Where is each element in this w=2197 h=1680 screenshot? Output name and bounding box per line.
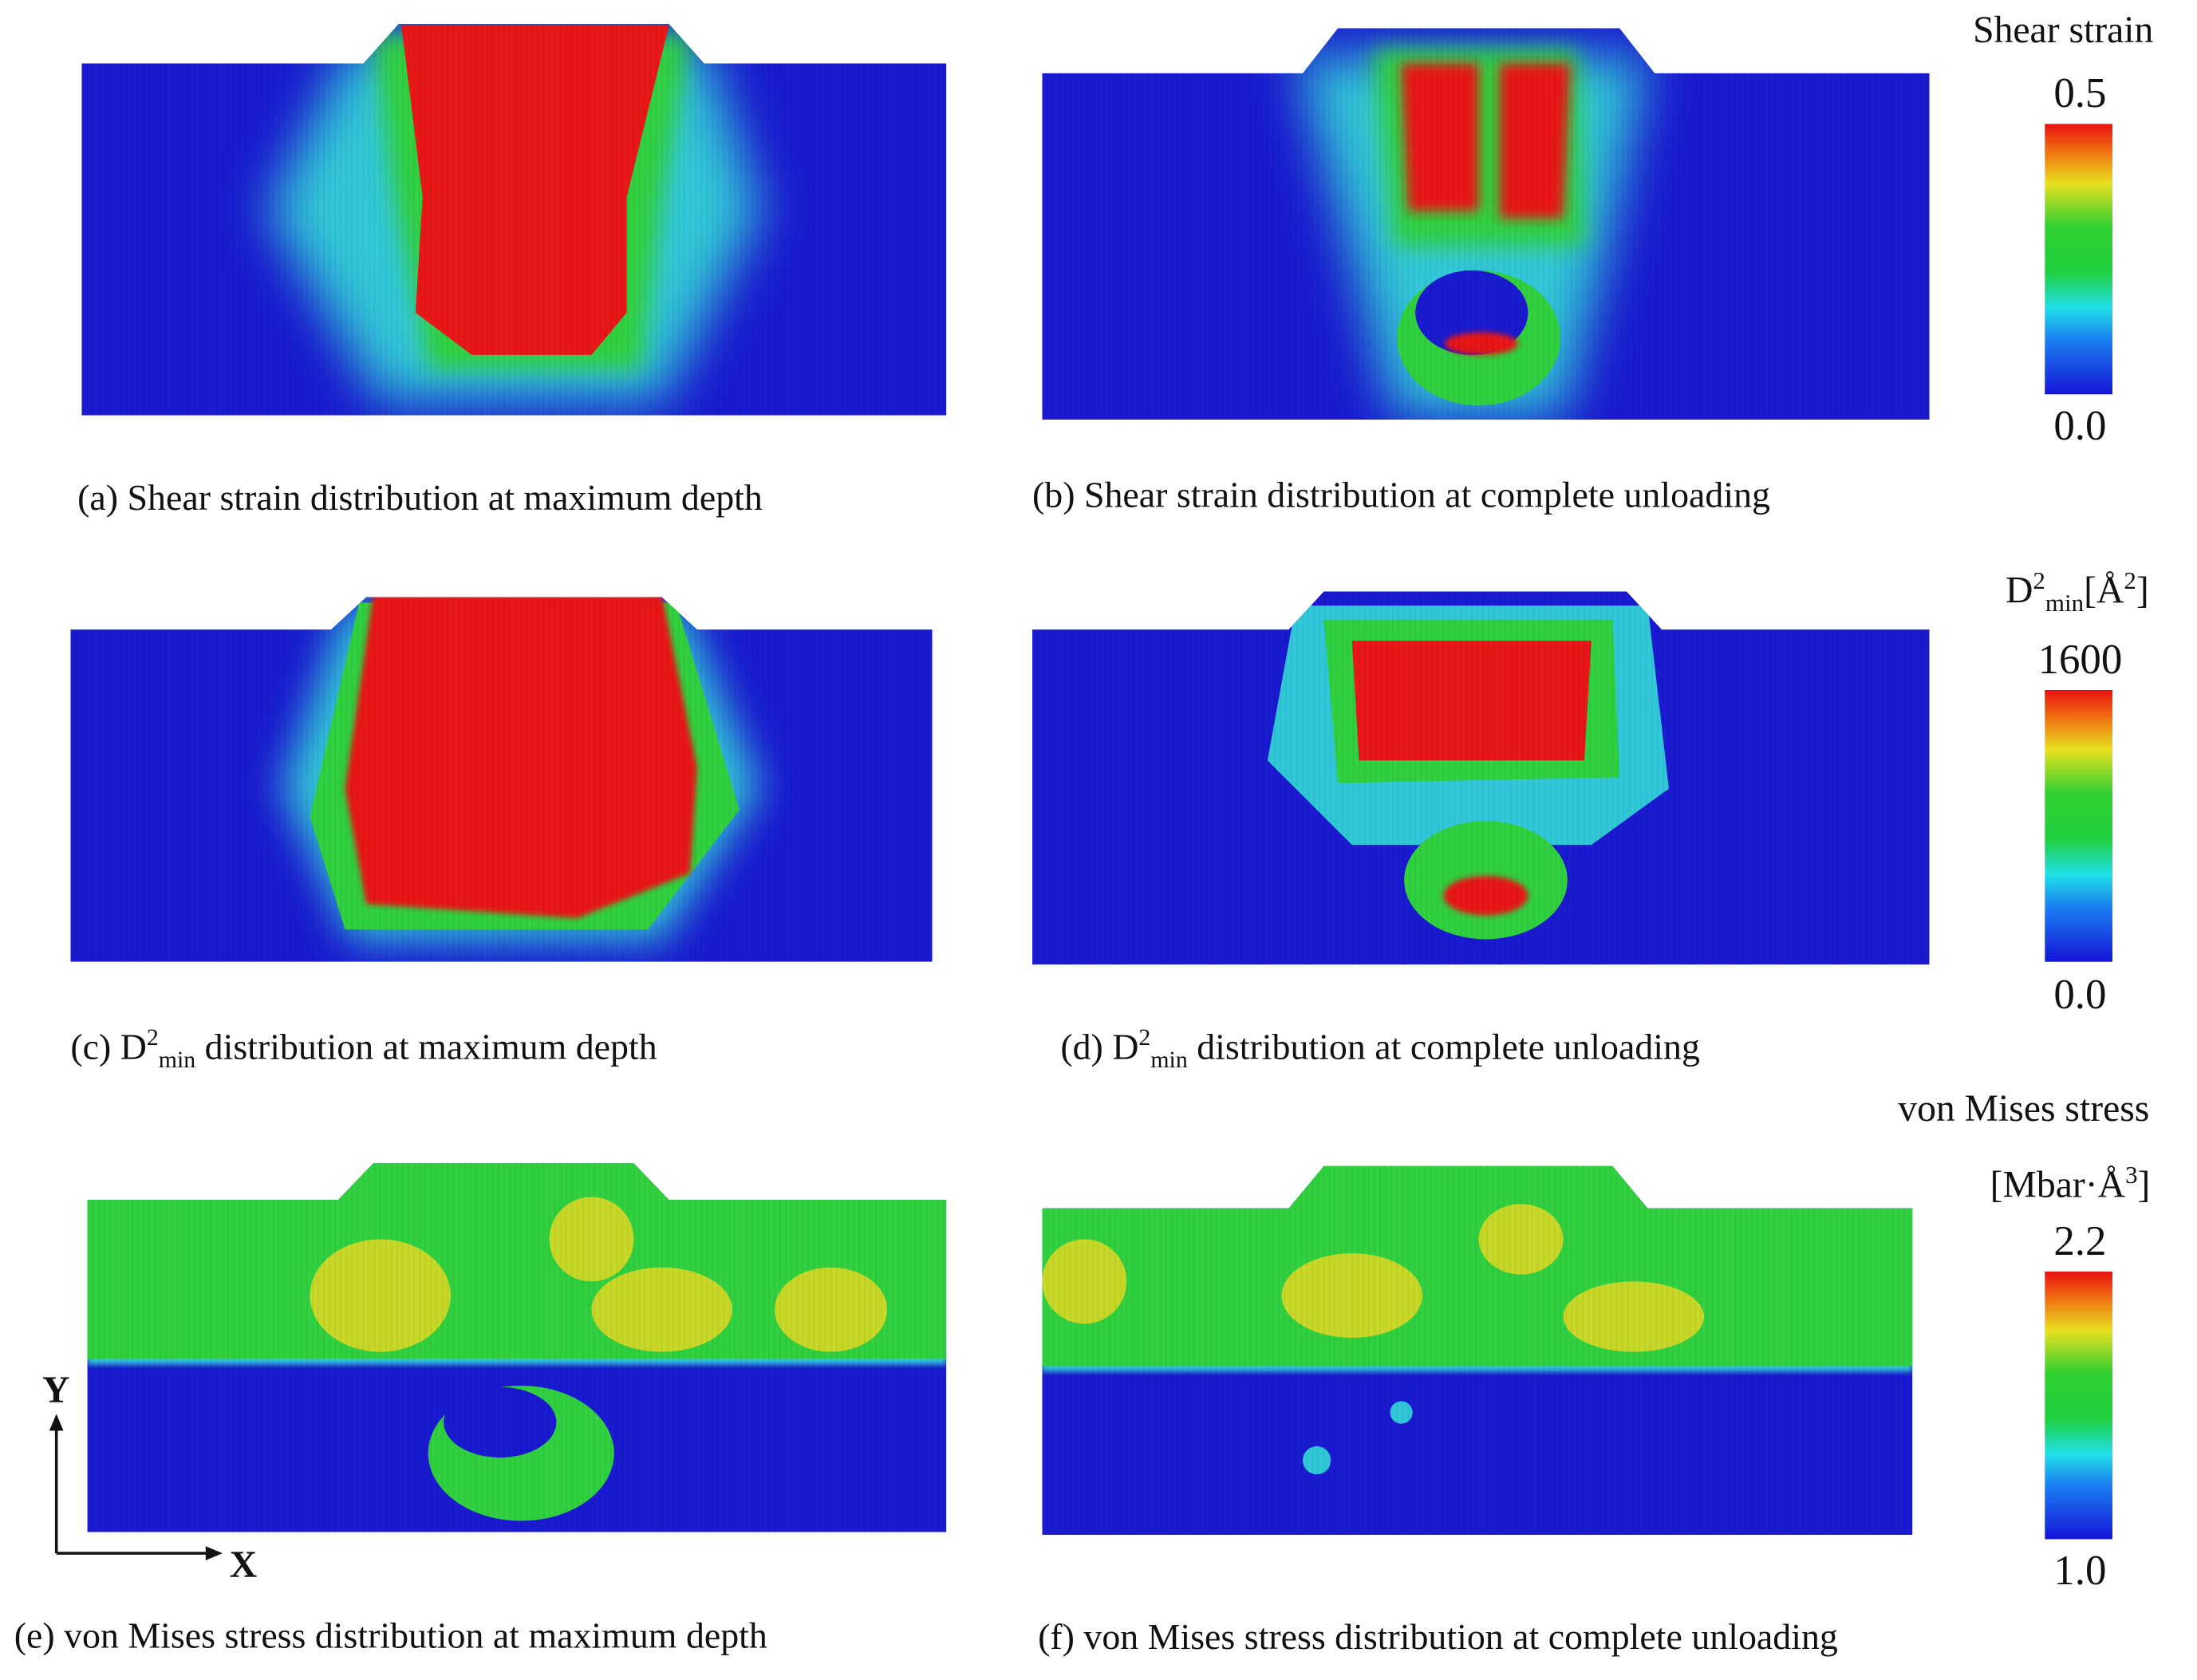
region <box>591 1267 733 1352</box>
heatmap <box>70 597 933 962</box>
panel-caption: (f) von Mises stress distribution at com… <box>1038 1616 1838 1657</box>
colorbar-title-part: D <box>2006 570 2033 612</box>
panel-caption: (b) Shear strain distribution at complet… <box>1032 475 1770 515</box>
panel-caption: (e) von Mises stress distribution at max… <box>14 1615 767 1655</box>
heatmap <box>1042 1165 1913 1536</box>
colorbar-title-part: 2 <box>2124 566 2136 594</box>
panel-caption-part: 2 <box>1138 1024 1150 1051</box>
colorbar-min-label: 0.0 <box>2053 403 2106 449</box>
colorbar-max-label: 2.2 <box>2053 1218 2106 1264</box>
region <box>1445 332 1519 355</box>
region <box>774 1267 888 1352</box>
colorbar-max-label: 0.5 <box>2053 70 2106 116</box>
panel-caption: (c) D2min distribution at maximum depth <box>70 1024 657 1073</box>
region <box>1042 1239 1127 1324</box>
colorbar-title-part: min <box>2045 589 2085 617</box>
colorbar <box>2045 124 2113 395</box>
colorbar-max-label: 1600 <box>2037 637 2122 683</box>
colorbar-title: Shear strain <box>1973 10 2153 51</box>
region <box>1415 270 1528 355</box>
y-axis-label: Y <box>42 1370 69 1411</box>
colorbar-unit: [Mbar·Å3] <box>1990 1161 2151 1206</box>
region <box>1563 1281 1705 1352</box>
region <box>1281 1253 1423 1339</box>
upper-layer <box>1042 1165 1913 1366</box>
x-axis-label: X <box>230 1544 257 1586</box>
panel-caption-part: (e) von Mises stress distribution at max… <box>14 1615 767 1655</box>
colorbar-min-label: 0.0 <box>2053 972 2106 1018</box>
panel-caption-part: (f) von Mises stress distribution at com… <box>1038 1616 1838 1657</box>
region <box>345 597 697 918</box>
colorbar-unit-part: ] <box>2138 1165 2151 1206</box>
region <box>444 1386 557 1458</box>
panel-caption: (a) Shear strain distribution at maximum… <box>77 477 763 518</box>
panel-caption-part: (d) D <box>1060 1027 1138 1067</box>
heatmap <box>1032 591 1930 965</box>
panel-caption-part: (b) Shear strain distribution at complet… <box>1032 475 1770 515</box>
panel-caption-part: (a) Shear strain distribution at maximum… <box>77 477 763 518</box>
colorbar-title-part: von Mises stress <box>1898 1088 2149 1130</box>
colorbar-unit-part: 3 <box>2125 1161 2137 1189</box>
colorbar-title-part: Shear strain <box>1973 10 2153 51</box>
colorbar <box>2045 1272 2113 1540</box>
region <box>1390 1401 1413 1424</box>
colorbar-title-part: 2 <box>2033 566 2045 594</box>
panel-caption-part: 2 <box>147 1024 159 1051</box>
colorbar-min-label: 1.0 <box>2053 1548 2106 1594</box>
heatmap <box>87 1163 947 1532</box>
region <box>1302 1445 1331 1475</box>
panel-caption-part: min <box>1150 1047 1187 1073</box>
colorbar-title-part: ] <box>2136 570 2149 612</box>
region <box>549 1197 634 1282</box>
region <box>1500 63 1571 219</box>
heatmap <box>81 24 947 416</box>
region <box>1478 1204 1564 1275</box>
panel-caption-part: (c) D <box>70 1027 147 1067</box>
region <box>1401 63 1479 211</box>
colorbar-unit-part: [Mbar·Å <box>1990 1165 2126 1206</box>
region <box>310 1239 451 1352</box>
colorbar <box>2045 689 2113 962</box>
heatmap <box>1042 28 1930 420</box>
panel-caption: (d) D2min distribution at complete unloa… <box>1060 1024 1700 1073</box>
axis-indicator: Y X <box>42 1370 257 1586</box>
region <box>401 25 669 355</box>
region <box>1351 641 1592 761</box>
panel-caption-part: min <box>159 1047 195 1073</box>
colorbar-title: von Mises stress <box>1898 1088 2149 1130</box>
region <box>1443 876 1528 916</box>
colorbar-title: D2min[Å2] <box>2006 566 2149 617</box>
panel-caption-part: distribution at maximum depth <box>195 1027 657 1067</box>
panel-caption-part: distribution at complete unloading <box>1188 1027 1700 1067</box>
colorbar-title-part: [Å <box>2084 570 2124 612</box>
